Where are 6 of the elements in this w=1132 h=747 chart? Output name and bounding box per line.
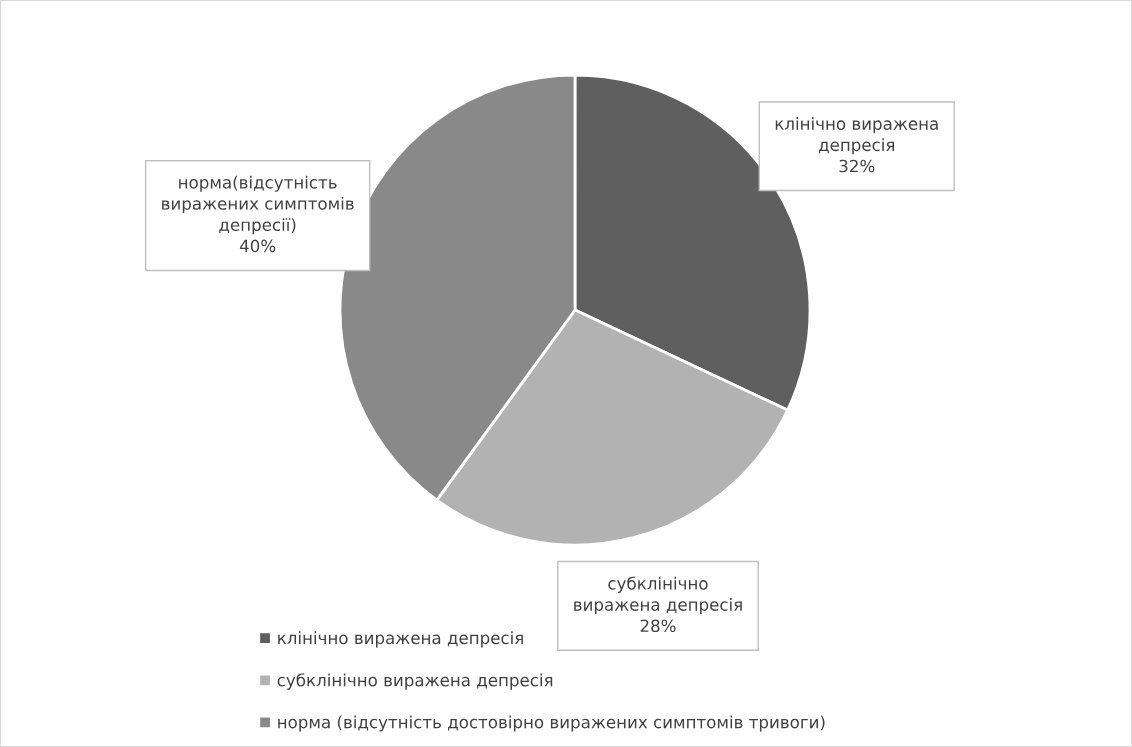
legend-label: клінічно виражена депресія bbox=[278, 631, 523, 648]
data-label: субклінічно виражена депресія 28% bbox=[574, 576, 742, 633]
legend-label: субклінічно виражена депресія bbox=[277, 673, 553, 690]
data-label: клінічно виражена депресія 32% bbox=[775, 117, 938, 173]
legend-label: норма (відсутність достовірно виражених симптомів тривоги) bbox=[278, 715, 825, 732]
data-label: норма(відсутність виражених симптомів депресії) 40% bbox=[162, 175, 354, 253]
